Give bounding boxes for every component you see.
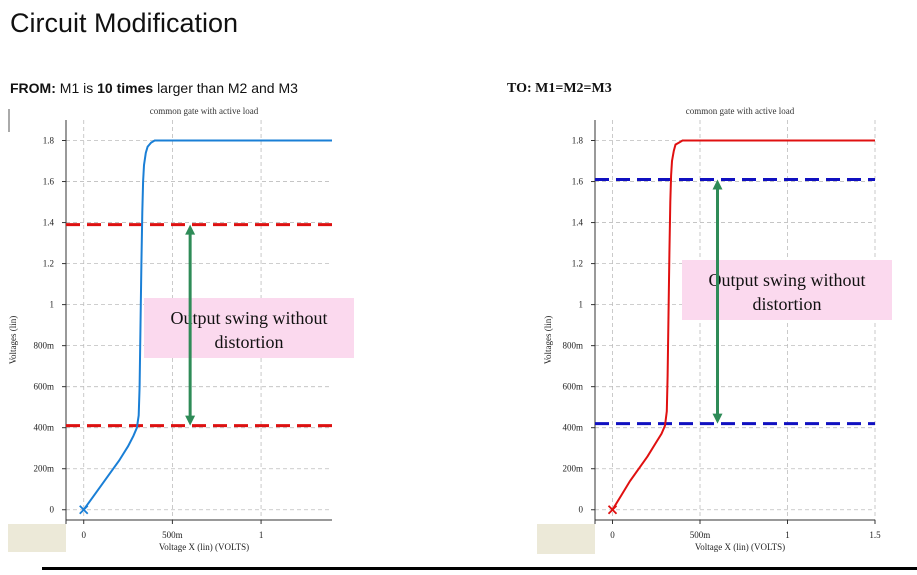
x-tick-label: 1 <box>259 530 264 540</box>
x-tick-label: 500m <box>690 530 711 540</box>
x-tick-label: 0 <box>610 530 615 540</box>
y-tick-label: 1.6 <box>572 177 584 187</box>
slide-title: Circuit Modification <box>10 8 239 38</box>
annotation-line-1: Output swing without <box>170 308 327 328</box>
x-tick-label: 1 <box>785 530 790 540</box>
y-tick-label: 1.8 <box>43 136 55 146</box>
start-marker <box>607 505 618 515</box>
annotation-line-2: distortion <box>214 332 283 352</box>
footer-rule <box>42 567 917 570</box>
y-tick-label: 800m <box>562 341 583 351</box>
chart-title: common gate with active load <box>686 106 795 116</box>
from-text-2: larger than M2 and M3 <box>157 80 298 96</box>
x-axis-label: Voltage X (lin) (VOLTS) <box>695 542 785 552</box>
to-caption: TO: M1=M2=M3 <box>507 81 612 97</box>
y-tick-label: 200m <box>33 464 54 474</box>
y-tick-label: 1 <box>50 300 55 310</box>
swing-arrow-head-bottom <box>185 415 196 426</box>
chart-right-corner-block <box>537 524 595 554</box>
y-tick-label: 1.8 <box>572 136 584 146</box>
swing-arrow-head-top <box>185 224 196 235</box>
to-label: TO: <box>507 81 532 96</box>
y-tick-label: 1.4 <box>43 218 55 228</box>
x-tick-label: 0 <box>81 530 86 540</box>
annotation-line-1: Output swing without <box>708 270 865 290</box>
y-tick-label: 0 <box>579 505 584 515</box>
annotation-line-2: distortion <box>752 294 821 314</box>
y-tick-label: 400m <box>562 423 583 433</box>
x-tick-label: 500m <box>162 530 183 540</box>
y-tick-label: 200m <box>562 464 583 474</box>
swing-arrow-head-top <box>712 179 723 190</box>
from-text-bold: 10 times <box>97 80 154 96</box>
transfer-curve <box>611 139 875 511</box>
y-tick-label: 400m <box>33 423 54 433</box>
chart-title: common gate with active load <box>150 106 259 116</box>
chart-left: common gate with active load 0 200m 400m 600… <box>8 106 354 552</box>
from-caption: FROM: M1 is 10 times larger than M2 and … <box>10 80 298 96</box>
y-axis-label: Voltages (lin) <box>543 316 553 365</box>
to-text: M1=M2=M3 <box>535 81 612 96</box>
x-tick-label: 1.5 <box>869 530 881 540</box>
y-tick-label: 1 <box>579 300 584 310</box>
chart-right: common gate with active load 0 200m 400m 600… <box>543 106 892 552</box>
y-tick-label: 1.2 <box>572 259 583 269</box>
y-tick-label: 1.6 <box>43 177 55 187</box>
y-tick-label: 1.2 <box>43 259 54 269</box>
from-text-1: M1 is <box>59 80 94 96</box>
y-tick-label: 600m <box>562 382 583 392</box>
transfer-curve <box>82 139 332 511</box>
y-axis-label: Voltages (lin) <box>8 316 18 365</box>
x-axis-label: Voltage X (lin) (VOLTS) <box>159 542 249 552</box>
start-marker <box>79 505 89 515</box>
from-label: FROM: <box>10 80 56 96</box>
y-tick-label: 600m <box>33 382 54 392</box>
chart-left-corner-block <box>8 524 66 552</box>
y-tick-label: 1.4 <box>572 218 584 228</box>
y-tick-label: 0 <box>50 505 55 515</box>
swing-arrow-head-bottom <box>712 413 723 424</box>
y-tick-label: 800m <box>33 341 54 351</box>
annotation-box <box>144 298 354 358</box>
